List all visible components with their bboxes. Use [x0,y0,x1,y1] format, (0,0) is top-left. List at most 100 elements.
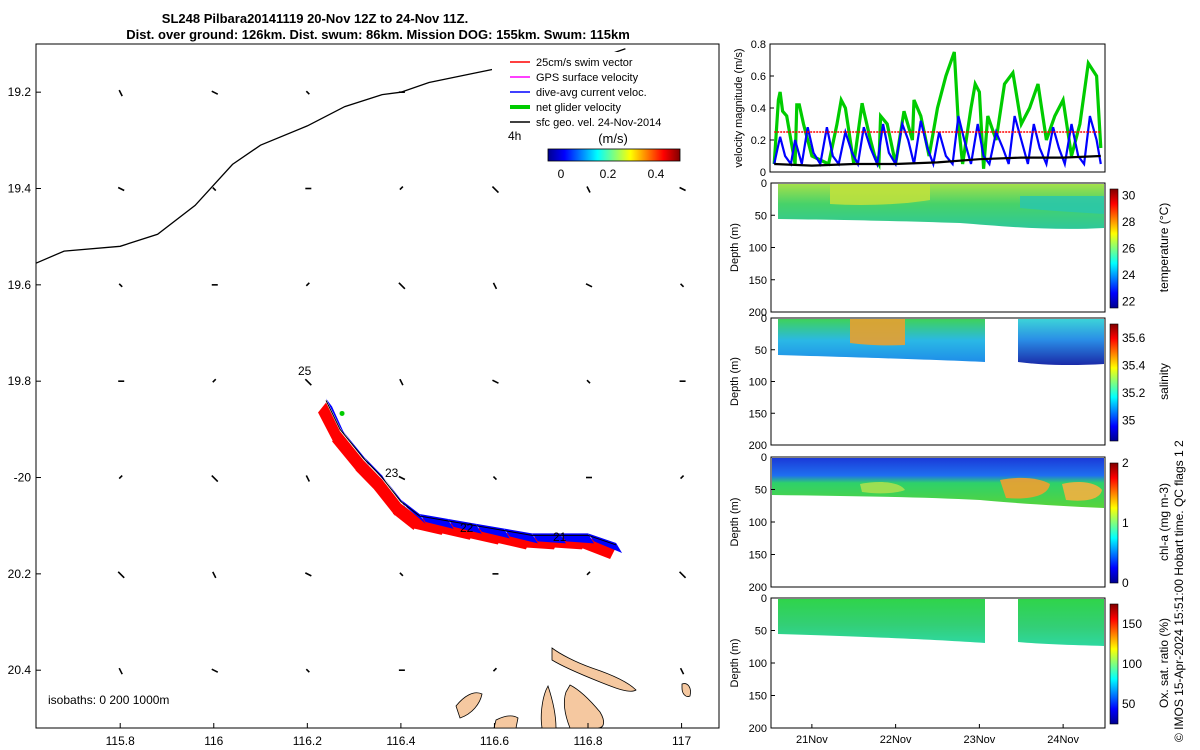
legend-dive-label: dive-avg current veloc. [536,87,647,99]
swim-vector-fill [318,402,341,444]
legend-sfc-label: sfc geo. vel. 24-Nov-2014 [536,117,661,129]
depth-tick-label: 100 [749,243,767,255]
chl-high-patch [1000,477,1050,499]
surface-velocity-arrow [305,90,310,95]
map-y-tick-label: 19.4 [8,182,32,196]
depth-tick-label: 50 [755,345,767,357]
map-x-tick-label: 117 [672,734,691,748]
velocity-y-tick-label: 0.6 [751,71,766,83]
velocity-y-tick-label: 0.8 [751,39,766,51]
colorbar-unit: (m/s) [598,131,628,146]
depth-tick-label: 150 [749,408,767,420]
colorbar-tick: 0.2 [600,167,617,181]
date-tick-label: 23Nov [963,734,995,746]
surface-velocity-arrow [398,282,406,290]
map-y-tick-label: 19.6 [8,278,32,292]
colorbar-tick-label: 35.4 [1122,358,1146,372]
date-tick-label: 22Nov [880,734,912,746]
temperature-panel [771,183,1105,312]
velocity-panel: 0 0.2 0.4 0.6 0.8 velocity magnitude (m/s) [733,39,1106,179]
depth-axis-label: Depth (m) [729,223,741,272]
surface-velocity-arrow [492,282,498,290]
isobaths-label: isobaths: 0 200 1000m [48,693,169,707]
day-label: 25 [298,364,312,378]
salinity-panel [771,318,1105,445]
surface-velocity-arrow [305,475,311,482]
legend-duration-label: 4h [508,129,521,143]
swim-vector-fill [355,460,383,492]
velocity-series-line [774,154,1101,167]
surface-velocity-arrow [679,186,686,192]
salinity-section-fill-2 [1018,319,1104,366]
section-colorbar [1109,323,1119,442]
colorbar-tick-label: 28 [1122,215,1136,229]
colorbar-tick-label: 35 [1122,413,1136,427]
footer-text: © IMOS 15-Apr-2024 15:51:00 Hobart time.… [1172,440,1186,742]
map-y-tick-label: 20.4 [8,663,32,677]
map-y-tick-label: 19.2 [8,85,32,99]
net-velocity-marker [339,410,345,416]
surface-velocity-arrow [492,667,498,672]
depth-tick-label: 150 [749,691,767,703]
colorbar-tick-label: 26 [1122,242,1136,256]
colorbar-tick-label: 2 [1122,456,1129,470]
surface-velocity-arrow [679,571,687,579]
surface-velocity-arrow [211,474,219,483]
map-y-tick-label: 19.8 [8,374,32,388]
current-vector-fill [326,398,347,438]
colorbar-tick-label: 35.6 [1122,331,1146,345]
surface-velocity-arrow [398,475,406,481]
island [551,647,637,692]
chl-mid-patch [860,482,905,494]
section-colorbar [1109,603,1119,725]
depth-axis-label: Depth (m) [729,498,741,547]
depth-tick-label: 200 [749,723,767,735]
depth-tick-label: 200 [749,582,767,594]
colorbar-tick-label: 1 [1122,516,1129,530]
oxygen-section-fill-2 [1018,599,1104,646]
depth-tick-label: 0 [761,178,767,190]
colorbar-tick-label: 22 [1122,294,1136,308]
map-colorbar [547,148,681,162]
oxygen-panel [771,598,1105,728]
colorbar-tick: 0 [558,167,565,181]
depth-axis-label: Depth (m) [729,639,741,688]
depth-tick-label: 100 [749,658,767,670]
colorbar-label: chl-a (mg m-3) [1157,483,1171,561]
map-y-ticks: 19.2 19.4 19.6 19.8 -20 20.2 20.4 [8,85,41,677]
depth-tick-label: 0 [761,593,767,605]
depth-tick-label: 200 [749,307,767,319]
islands [455,647,691,729]
surface-velocity-arrow [586,379,591,384]
depth-tick-label: 150 [749,275,767,287]
depth-tick-label: 0 [761,313,767,325]
island [681,683,691,697]
depth-tick-label: 50 [755,210,767,222]
depth-tick-label: 150 [749,550,767,562]
surface-velocity-arrow [586,571,591,576]
day-label: 22 [460,521,474,535]
velocity-ylabel: velocity magnitude (m/s) [733,48,745,167]
date-tick-label: 24Nov [1047,734,1079,746]
surface-velocity-arrow [212,378,217,383]
island [563,684,604,729]
surface-velocity-arrow [117,571,125,579]
legend-swim-label: 25cm/s swim vector [536,57,633,69]
map-x-tick-label: 116.4 [386,734,415,748]
surface-velocity-arrow [399,572,404,577]
island [540,684,557,729]
surface-velocity-arrow [399,185,404,191]
surface-velocity-arrow [118,283,123,288]
depth-axis-label: Depth (m) [729,357,741,406]
glider-track [318,398,623,559]
velocity-y-tick-label: 0 [760,167,766,179]
depth-tick-label: 100 [749,517,767,529]
surface-velocity-arrow [491,185,500,194]
surface-velocity-arrow [117,186,125,192]
map-y-tick-label: 20.2 [8,567,32,581]
section-colorbar [1109,188,1119,309]
surface-velocity-arrow [118,89,123,97]
temperature-warm-layer [830,184,930,205]
